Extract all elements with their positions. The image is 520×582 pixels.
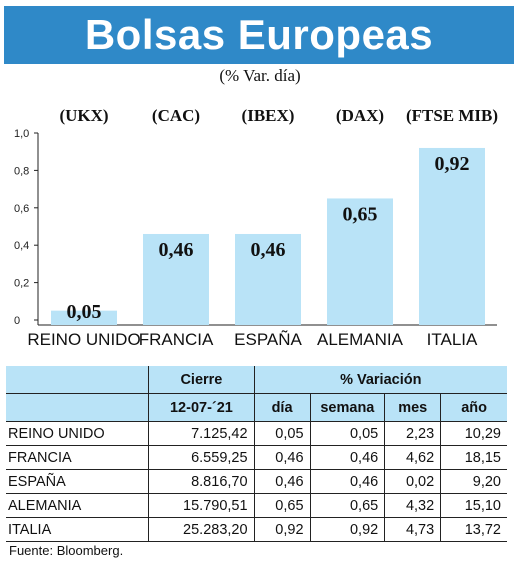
cell-cierre: 6.559,25 [148, 445, 255, 470]
bar-value-label: 0,92 [435, 153, 470, 175]
page-title: Bolsas Europeas [84, 11, 434, 58]
ticker-label: (DAX) [336, 106, 384, 125]
category-label: ALEMANIA [317, 330, 404, 349]
cell-country: REINO UNIDO [6, 421, 149, 446]
bar-value-label: 0,46 [251, 239, 286, 261]
cell-cierre: 7.125,42 [148, 421, 255, 446]
y-tick-label: 0,2 [14, 278, 29, 290]
bar [143, 233, 209, 325]
header-empty [6, 366, 149, 394]
table-subheader-row: 12-07-´21 día semana mes año [6, 393, 507, 422]
ticker-label: (IBEX) [242, 106, 295, 125]
category-label: FRANCIA [139, 330, 214, 349]
header-cierre: Cierre [148, 366, 255, 394]
table-row: ITALIA 25.283,20 0,92 0,92 4,73 13,72 [6, 517, 507, 542]
y-tick-label: 0 [14, 315, 20, 327]
subheader-empty [6, 393, 149, 422]
cell-dia: 0,92 [253, 517, 311, 542]
bar-value-label: 0,05 [67, 301, 102, 323]
cell-anio: 13,72 [440, 517, 507, 542]
cell-dia: 0,65 [253, 493, 311, 518]
bar-value-label: 0,46 [159, 239, 194, 261]
data-table: Cierre % Variación 12-07-´21 día semana … [6, 366, 507, 542]
cell-cierre: 25.283,20 [148, 517, 255, 542]
y-tick-label: 1,0 [14, 128, 29, 140]
y-ticks: 0 0,2 0,4 0,6 0,8 1,0 [14, 128, 38, 327]
category-label: REINO UNIDO [27, 330, 140, 349]
cell-semana: 0,05 [309, 421, 385, 446]
bar-chart: 0 0,2 0,4 0,6 0,8 1,0 0,05 (UKX) REINO UNIDO 0,4… [14, 106, 498, 349]
source-note: Fuente: Bloomberg. [9, 543, 124, 558]
title-banner: Bolsas Europeas [4, 6, 514, 64]
cell-country: ESPAÑA [6, 469, 149, 494]
table-row: ALEMANIA 15.790,51 0,65 0,65 4,32 15,10 [6, 493, 507, 518]
cell-cierre: 8.816,70 [148, 469, 255, 494]
header-variacion: % Variación [253, 366, 507, 394]
cell-dia: 0,46 [253, 445, 311, 470]
cell-mes: 0,02 [384, 469, 441, 494]
y-tick-label: 0,4 [14, 240, 29, 252]
bar [51, 310, 117, 325]
cell-anio: 18,15 [440, 445, 507, 470]
category-label: ITALIA [427, 330, 478, 349]
cell-semana: 0,46 [309, 469, 385, 494]
cell-mes: 2,23 [384, 421, 441, 446]
cell-mes: 4,32 [384, 493, 441, 518]
cell-semana: 0,65 [309, 493, 385, 518]
table-row: FRANCIA 6.559,25 0,46 0,46 4,62 18,15 [6, 445, 507, 470]
cell-anio: 15,10 [440, 493, 507, 518]
bars: 0,05 (UKX) REINO UNIDO 0,46 (CAC) FRANCIA 0,46… [27, 106, 498, 349]
cell-semana: 0,92 [309, 517, 385, 542]
subheader-date: 12-07-´21 [148, 393, 255, 422]
ticker-label: (FTSE MIB) [406, 106, 498, 125]
cell-cierre: 15.790,51 [148, 493, 255, 518]
subheader-semana: semana [309, 393, 385, 422]
cell-semana: 0,46 [309, 445, 385, 470]
bar [327, 198, 393, 325]
category-label: ESPAÑA [234, 330, 302, 349]
table-header-row: Cierre % Variación [6, 366, 507, 394]
subheader-dia: día [253, 393, 311, 422]
subheader-anio: año [440, 393, 507, 422]
bar [235, 233, 301, 325]
cell-dia: 0,05 [253, 421, 311, 446]
cell-anio: 9,20 [440, 469, 507, 494]
bar [419, 147, 485, 325]
bar-value-label: 0,65 [343, 203, 378, 225]
table-row: REINO UNIDO 7.125,42 0,05 0,05 2,23 10,2… [6, 421, 507, 446]
cell-anio: 10,29 [440, 421, 507, 446]
subheader-mes: mes [384, 393, 441, 422]
cell-mes: 4,62 [384, 445, 441, 470]
y-tick-label: 0,6 [14, 203, 29, 215]
table-row: ESPAÑA 8.816,70 0,46 0,46 0,02 9,20 [6, 469, 507, 494]
ticker-label: (UKX) [59, 106, 108, 125]
chart-subtitle: (% Var. día) [219, 66, 301, 85]
ticker-label: (CAC) [152, 106, 200, 125]
cell-mes: 4,73 [384, 517, 441, 542]
cell-country: ALEMANIA [6, 493, 149, 518]
cell-country: ITALIA [6, 517, 149, 542]
y-tick-label: 0,8 [14, 165, 29, 177]
cell-country: FRANCIA [6, 445, 149, 470]
cell-dia: 0,46 [253, 469, 311, 494]
